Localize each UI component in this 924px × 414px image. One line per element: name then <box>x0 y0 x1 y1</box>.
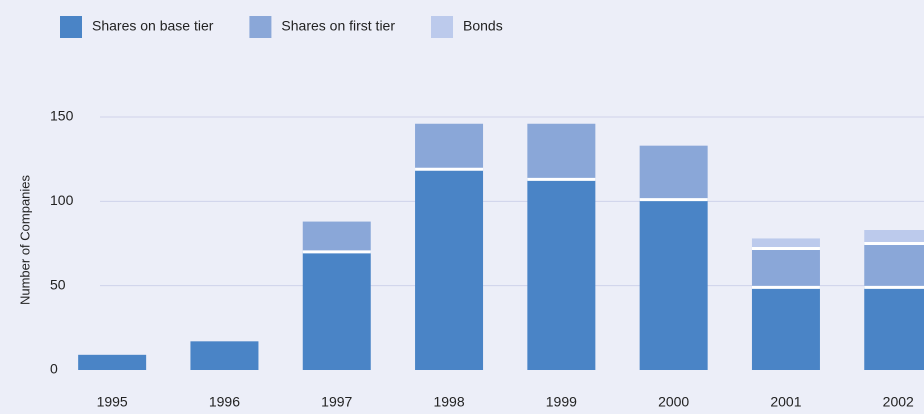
bar-segment <box>639 199 708 370</box>
bar-segment <box>302 251 371 370</box>
bar-segment <box>751 287 820 370</box>
x-tick-label: 2000 <box>658 394 689 410</box>
x-tick-label: 1998 <box>433 394 464 410</box>
bar-segment <box>302 221 371 252</box>
bar-segment <box>639 145 708 200</box>
bar-segment <box>864 287 924 370</box>
legend-swatch <box>60 16 82 38</box>
bar-segment <box>415 169 484 370</box>
y-tick-label: 50 <box>50 276 66 292</box>
x-tick-label: 1997 <box>321 394 352 410</box>
y-tick-label: 150 <box>50 108 74 124</box>
x-tick-label: 1996 <box>209 394 240 410</box>
bar-segment <box>864 230 924 244</box>
bar-segment <box>415 123 484 170</box>
bar-segment <box>527 179 596 370</box>
x-tick-label: 2002 <box>883 394 914 410</box>
bar-segment <box>864 243 924 288</box>
x-tick-label: 1995 <box>97 394 128 410</box>
bar-segment <box>527 123 596 180</box>
bar-segment <box>190 341 259 370</box>
legend-label: Shares on base tier <box>92 18 214 34</box>
x-tick-label: 1999 <box>546 394 577 410</box>
bar-segment <box>78 354 147 370</box>
bar-segment <box>751 238 820 249</box>
legend-label: Bonds <box>463 18 503 34</box>
legend-swatch <box>431 16 454 38</box>
legend-swatch <box>249 16 272 38</box>
y-axis-label: Number of Companies <box>17 174 32 305</box>
y-tick-label: 100 <box>50 192 74 208</box>
y-tick-label: 0 <box>50 361 58 377</box>
bar-segment <box>751 248 820 288</box>
x-tick-label: 2001 <box>770 394 801 410</box>
legend-label: Shares on first tier <box>281 18 395 34</box>
